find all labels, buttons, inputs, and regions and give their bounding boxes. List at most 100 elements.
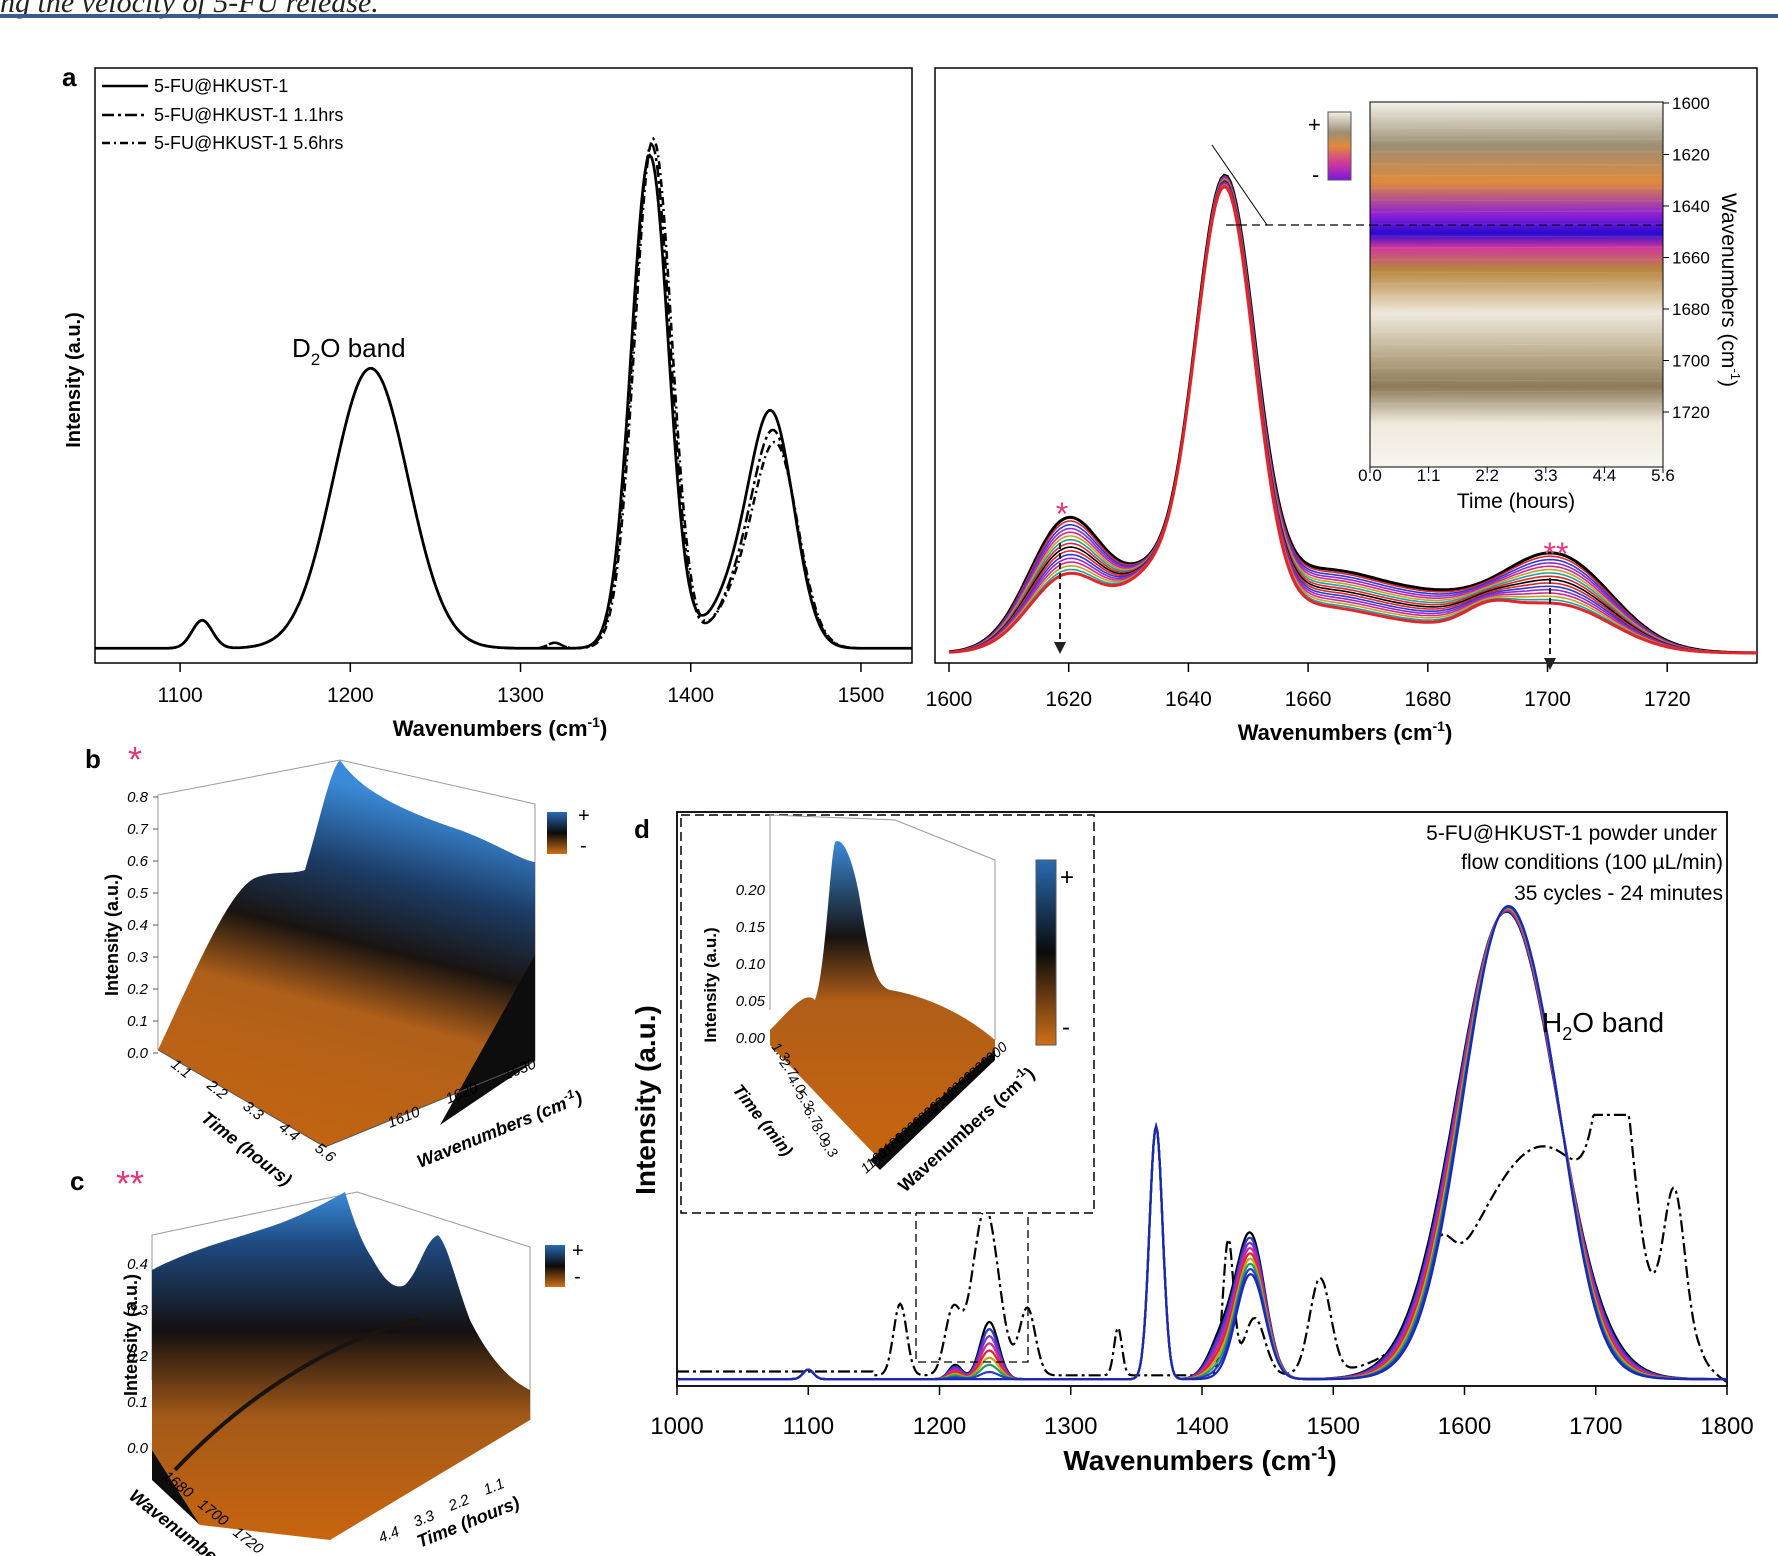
heatmap-texture [1370,102,1663,105]
plot-frame-a [94,67,913,664]
heatmap-texture [1370,390,1663,393]
heatmap-texture [1370,271,1663,274]
x-tick-label-a-right: 1720 [1644,688,1691,711]
heatmap-texture [1370,235,1663,238]
panel-b-marker: * [128,739,142,780]
heatmap-y-tick-label: 1600 [1672,94,1710,113]
surface-c-time-tick-label: 3.3 [411,1507,437,1531]
heatmap-texture [1370,282,1663,285]
x-axis-label-d: Wavenumbers (cm-1) [1063,1443,1336,1476]
surface-c-ridge [173,1318,421,1472]
inset-d-z-label: Intensity (a.u.) [701,927,720,1042]
series-line-d-cycle [677,905,1727,1381]
legend-label: 5-FU@HKUST-1 [154,76,288,96]
x-tick-label-d: 1600 [1438,1413,1491,1440]
series-line-a-right [948,176,1757,654]
inset-d-z-tick-label: 0.15 [736,919,766,936]
surface-b-time-axis [157,1049,326,1148]
heatmap-texture [1370,415,1663,418]
x-tick-label-a: 1500 [838,684,885,707]
series-line-a-right [948,177,1757,654]
x-axis-label-a: Wavenumbers (cm-1) [393,714,608,741]
panel-label-a: a [62,62,77,92]
heatmap-x-ticks: 0.0 1.1 2.2 3.3 4.4 5.6 [1358,466,1675,485]
caption-strip: ng the velocity of 5-FU release. [0,0,1778,22]
heatmap-x-tick-label: 4.4 [1593,466,1617,485]
series-line-a [95,136,912,650]
heatmap-x-tick-label: 5.6 [1651,466,1675,485]
panel-d: d 1000 1100 1200 1300 1400 1500 1600 1700 1800 I… [630,811,1754,1476]
surface-b-time-tick-label: 5.6 [312,1140,339,1167]
heatmap-texture [1370,199,1663,202]
y-axis-label-d: Intensity (a.u.) [630,1005,661,1195]
heatmap-texture [1370,174,1663,177]
series-line-a-right [948,175,1757,654]
heatmap-texture [1370,451,1663,454]
panel-c: c ** 0.00.10.20.30.4 Intensity (a.u.) 16… [70,1163,584,1556]
surface-c-z-tick-label: 0.3 [127,1302,149,1319]
x-tick-label-d: 1100 [782,1413,834,1440]
x-tick-label-d: 1000 [650,1413,703,1440]
caption-rule [0,14,1778,18]
surface-c-colorbar-minus: - [574,1266,581,1288]
inset-d-colorbar-plus: + [1060,864,1074,891]
d2o-band-label: D2O band [292,333,406,369]
inset-heatmap: 0.0 1.1 2.2 3.3 4.4 5.6 160016201640166016801… [1211,94,1743,513]
surface-c-z-tick-label: 0.2 [127,1348,149,1365]
x-tick-label-a-right: 1620 [1045,688,1092,711]
heatmap-texture [1370,354,1663,357]
surface-c: 0.00.10.20.30.4 Intensity (a.u.) 1680170… [121,1191,584,1556]
heatmap-x-label: Time (hours) [1457,490,1575,513]
heatmap-y-tick-label: 1660 [1672,249,1710,268]
surface-b-z-tick-label: 0.4 [127,917,148,934]
x-tick-label-a-right: 1700 [1524,688,1571,711]
panel-a-right: 1600 1620 1640 1660 1680 1700 1720 Wavenumbers… [926,67,1758,745]
series-group-a-right [948,173,1757,655]
series-line-a-right [948,180,1757,654]
surface-b-wn-axis [324,1060,536,1148]
heatmap-y-tick-label: 1720 [1672,403,1710,422]
surface-b-colorbar [547,812,567,854]
heatmap-x-tick-label: 2.2 [1475,466,1499,485]
x-tick-label-d: 1500 [1307,1413,1360,1440]
surface-b: 0.0 0.1 0.2 0.3 0.4 0.5 0.6 0.7 0.8 Intensity (a… [102,759,590,1190]
plot-frame-a-right [934,67,1758,664]
heatmap-texture [1370,127,1663,130]
heatmap-colorbar [1327,111,1352,181]
series-group-d [677,905,1728,1383]
surface-b-side [440,955,535,1125]
colorbar-plus: + [1308,112,1321,137]
surface-b-z-tick-label: 0.7 [127,821,149,838]
x-tick-label-d: 1300 [1044,1413,1097,1440]
series-line-a-right [948,181,1757,654]
x-tick-label-a: 1200 [327,684,374,707]
heatmap-y-tick-label: 1700 [1672,352,1710,371]
heatmap-y-label: Wavenumbers (cm-1) [1717,193,1743,387]
inset-d-side [870,1050,995,1170]
surface-b-z-tick-label: 0.1 [127,1013,148,1030]
x-tick-label-a-right: 1600 [926,688,973,711]
heatmap-x-tick-label: 1.1 [1417,466,1441,485]
surface-b-z-tick-label: 0.5 [127,885,149,902]
x-tick-label-a-right: 1660 [1285,688,1332,711]
panel-label-d: d [634,814,650,844]
heatmap-texture [1370,138,1663,141]
heatmap-texture [1370,318,1663,321]
surface-c-z-ticks: 0.0 0.1 0.2 0.3 0.4 [127,1256,149,1457]
heatmap-texture [1370,307,1663,310]
x-tick-label-d: 1800 [1700,1413,1753,1440]
series-line-a-right [948,178,1757,654]
surface-c-time-ticks: 1.12.23.34.4 [376,1475,507,1547]
x-tick-label-d: 1700 [1569,1413,1622,1440]
heatmap-texture [1370,246,1663,249]
heatmap-texture [1370,343,1663,346]
series-line-a-right [948,173,1757,655]
x-ticks-a-right: 1600 1620 1640 1660 1680 1700 1720 [926,663,1691,711]
inset-d-z-tick-label: 0.10 [736,956,766,973]
surface-c-time-tick-label: 4.4 [376,1523,402,1547]
heatmap-y-tick-label: 1640 [1672,197,1710,216]
series-line-a [95,142,912,650]
series-line-a-right [948,182,1757,654]
heatmap-streaks [1370,102,1663,454]
